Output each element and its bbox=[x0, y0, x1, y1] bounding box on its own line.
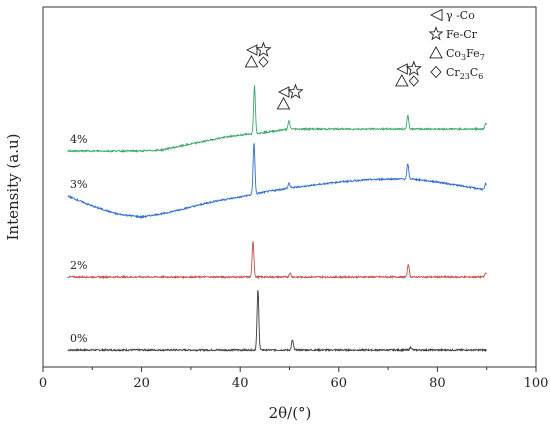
legend-label: Co3Fe7 bbox=[446, 47, 485, 62]
series-line bbox=[67, 142, 487, 219]
triangle-left-marker bbox=[430, 8, 443, 22]
diamond-marker bbox=[430, 65, 442, 79]
series-line bbox=[67, 241, 487, 280]
x-tick-label: 60 bbox=[331, 376, 348, 391]
triangle-up-marker bbox=[276, 97, 291, 110]
legend-entry: Fe-Cr bbox=[428, 26, 478, 41]
star-marker bbox=[255, 41, 272, 57]
star-marker bbox=[428, 26, 444, 41]
peak-annotation bbox=[244, 41, 272, 68]
series-3pct: 3% bbox=[67, 142, 487, 219]
x-tick-label: 20 bbox=[133, 376, 150, 391]
diamond-marker bbox=[408, 75, 419, 87]
x-tick-label: 40 bbox=[232, 376, 249, 391]
series-line bbox=[67, 289, 487, 353]
x-tick-label: 80 bbox=[429, 376, 446, 391]
legend: γ -Co Fe-Cr Co3Fe7 Cr23C6 bbox=[428, 8, 485, 81]
legend-label: Fe-Cr bbox=[446, 28, 478, 41]
x-tick-label: 100 bbox=[524, 376, 549, 391]
triangle-left-marker bbox=[396, 63, 408, 75]
triangle-up-marker bbox=[429, 46, 443, 59]
series-4pct: 4% bbox=[67, 85, 487, 153]
series-label: 0% bbox=[70, 332, 87, 345]
triangle-left-marker bbox=[245, 44, 258, 56]
star-marker bbox=[405, 60, 422, 76]
series-2pct: 2% bbox=[67, 241, 487, 280]
x-axis-title: 2θ/(°) bbox=[269, 404, 312, 422]
legend-entry: γ -Co bbox=[430, 8, 475, 22]
series-layer: 0% 2% 3% 4% bbox=[67, 85, 487, 353]
peak-annotation bbox=[276, 83, 304, 110]
series-label: 4% bbox=[70, 133, 87, 146]
star-marker bbox=[287, 83, 304, 99]
triangle-left-marker bbox=[277, 86, 290, 98]
legend-label: γ -Co bbox=[446, 9, 475, 22]
y-axis-title: Intensity (a.u) bbox=[4, 134, 22, 241]
peak-annotations bbox=[244, 41, 422, 110]
series-label: 3% bbox=[70, 178, 87, 191]
series-0pct: 0% bbox=[67, 289, 487, 353]
diamond-marker bbox=[258, 56, 269, 68]
legend-entry: Co3Fe7 bbox=[429, 46, 485, 62]
series-line bbox=[67, 85, 487, 153]
series-label: 2% bbox=[70, 259, 87, 272]
x-axis-ticks: 0 20 40 60 80 100 bbox=[39, 367, 549, 391]
legend-label: Cr23C6 bbox=[446, 66, 483, 81]
peak-annotation bbox=[395, 60, 422, 87]
triangle-up-marker bbox=[395, 74, 409, 87]
x-tick-label: 0 bbox=[39, 376, 47, 391]
triangle-up-marker bbox=[244, 55, 259, 68]
legend-entry: Cr23C6 bbox=[430, 65, 483, 81]
